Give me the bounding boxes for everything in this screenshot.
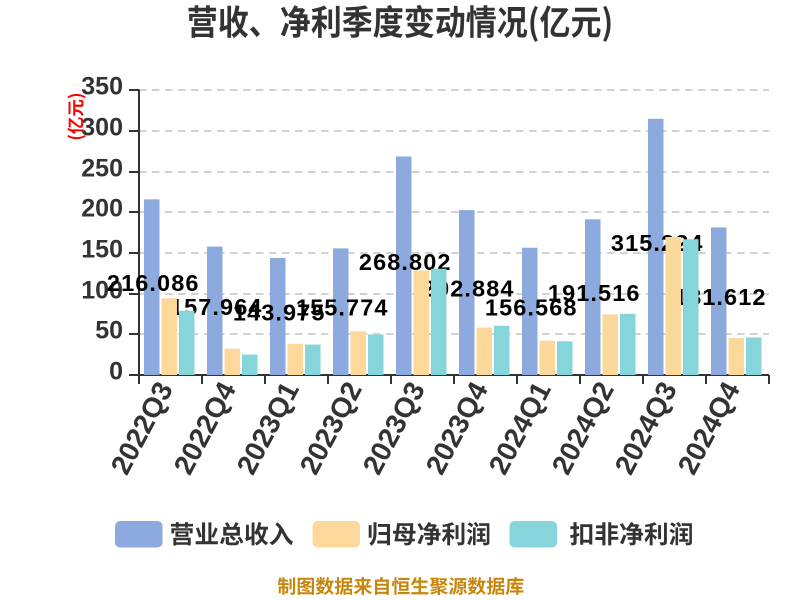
svg-text:216.086: 216.086 [107, 270, 200, 296]
svg-text:50: 50 [95, 317, 123, 345]
svg-text:350: 350 [81, 73, 123, 101]
svg-text:143.975: 143.975 [233, 299, 326, 325]
svg-text:2024Q4: 2024Q4 [672, 376, 746, 479]
svg-text:155.774: 155.774 [296, 295, 389, 321]
svg-text:300: 300 [81, 114, 123, 142]
svg-text:250: 250 [81, 155, 123, 183]
svg-text:200: 200 [81, 195, 123, 223]
svg-text:156.568: 156.568 [485, 294, 578, 320]
svg-text:100: 100 [81, 277, 123, 305]
svg-text:0: 0 [109, 358, 123, 386]
svg-text:150: 150 [81, 236, 123, 264]
svg-text:191.516: 191.516 [548, 280, 641, 306]
